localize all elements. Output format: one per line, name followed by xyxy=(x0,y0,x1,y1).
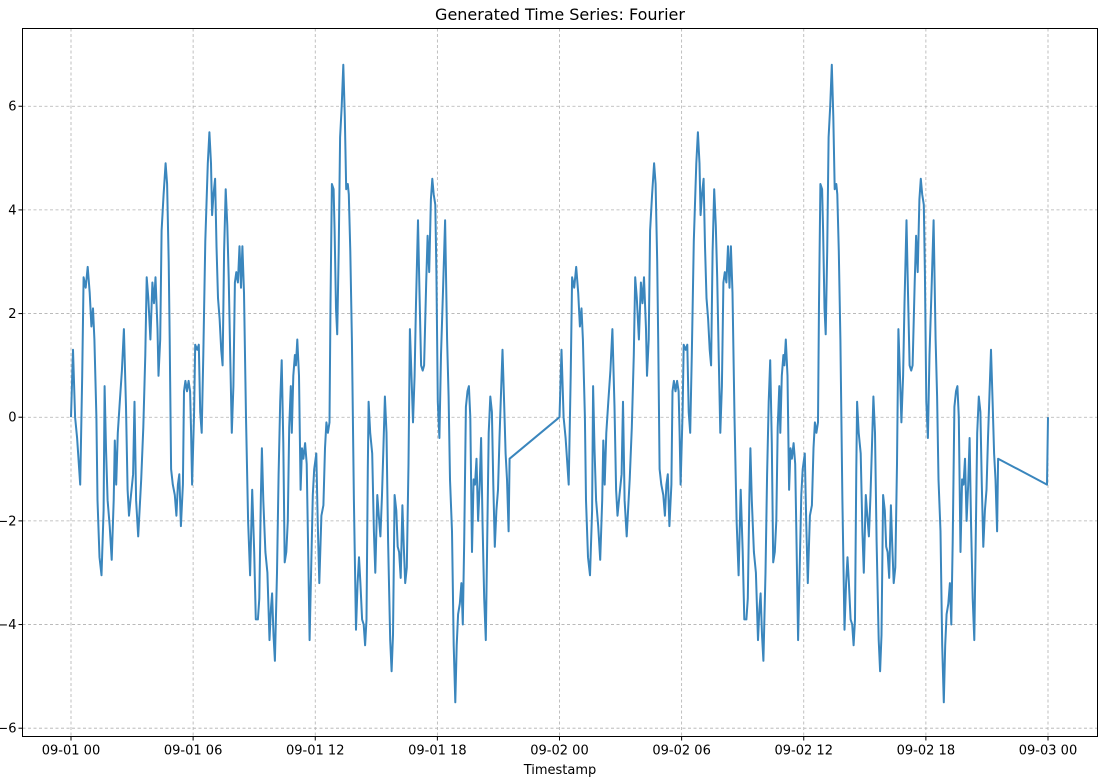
y-tick-label: −4 xyxy=(0,618,17,633)
x-tick-label: 09-01 12 xyxy=(286,744,344,759)
grid-lines xyxy=(22,28,1098,737)
y-axis: −6 −4 −2 0 2 4 6 xyxy=(0,100,23,737)
y-tick-label: 6 xyxy=(8,100,16,115)
x-tick-label: 09-01 06 xyxy=(164,744,222,759)
x-axis-label: Timestamp xyxy=(523,763,597,778)
x-axis: 09-01 00 09-01 06 09-01 12 09-01 18 09-02 00… xyxy=(42,736,1077,759)
x-tick-label: 09-02 06 xyxy=(652,744,710,759)
y-tick-label: 4 xyxy=(8,203,16,218)
series-layer xyxy=(70,63,1049,704)
x-tick-label: 09-02 12 xyxy=(775,744,833,759)
x-tick-label: 09-01 00 xyxy=(42,744,100,759)
y-tick-label: −2 xyxy=(0,514,17,529)
y-tick-label: 2 xyxy=(8,307,16,322)
chart-title: Generated Time Series: Fourier xyxy=(435,5,685,24)
x-tick-label: 09-02 18 xyxy=(897,744,955,759)
x-tick-label: 09-01 18 xyxy=(408,744,466,759)
x-tick-label: 09-03 00 xyxy=(1019,744,1077,759)
series-line xyxy=(70,63,1049,704)
y-tick-label: 0 xyxy=(8,411,16,426)
x-tick-label: 09-02 00 xyxy=(530,744,588,759)
y-tick-label: −6 xyxy=(0,722,17,737)
